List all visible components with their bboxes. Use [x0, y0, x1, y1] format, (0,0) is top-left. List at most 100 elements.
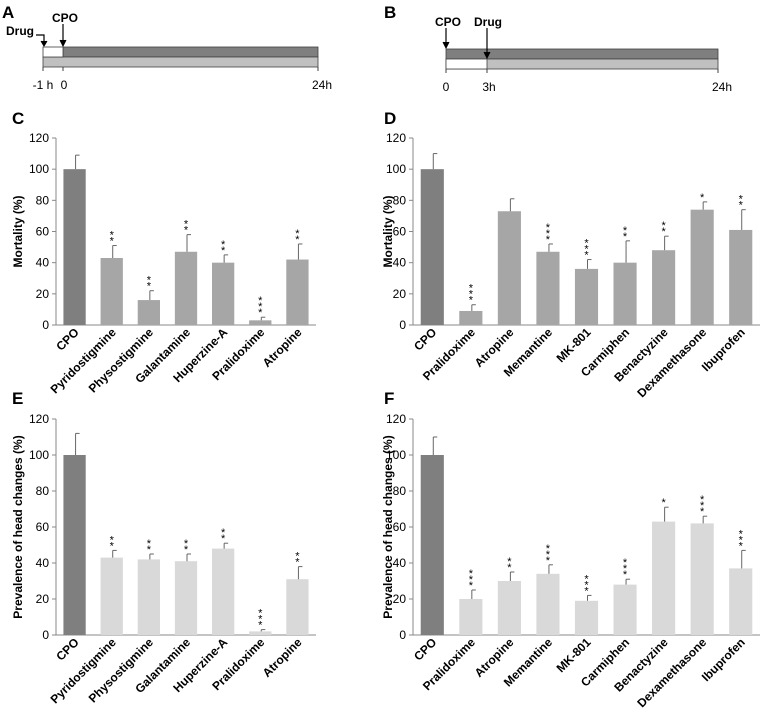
timeline-b-pre-drug-bar [445, 58, 488, 70]
chart-f-significance-star: * [739, 528, 744, 540]
chart-f-ytick-label: 20 [393, 592, 407, 606]
chart-c-category-label: Pyridostigmine [48, 325, 119, 396]
chart-f-bar [574, 600, 599, 635]
timeline-a-label-drug: Drug [6, 24, 34, 38]
chart-f-ytick-label: 0 [399, 628, 406, 642]
chart-f-bar [497, 581, 521, 635]
chart-c-ytick-label: 40 [36, 256, 50, 270]
chart-f-significance-star: * [700, 506, 705, 518]
chart-f-bar [459, 599, 483, 635]
chart-e-ytick-label: 40 [36, 556, 50, 570]
chart-f-ytick-label: 100 [386, 448, 406, 462]
chart-c-significance-star: * [295, 228, 300, 240]
timeline-b-label-drug: Drug [474, 15, 502, 29]
chart-e-category-label: Physostigmine [86, 635, 156, 705]
chart-f-significance-star: * [700, 494, 705, 506]
chart-c-significance-star: * [110, 236, 115, 248]
chart-c-significance-star: * [258, 301, 263, 313]
chart-e-category-label: Pyridostigmine [48, 635, 119, 706]
chart-d-significance-star: * [584, 244, 589, 256]
timeline-b-tick-1: 3h [482, 80, 495, 94]
chart-f-significance-star: * [584, 579, 589, 591]
timeline-b-label-cpo: CPO [435, 15, 461, 29]
chart-d-category-label: Dexamethasone [634, 325, 709, 400]
panel-letter-d: D [384, 109, 396, 128]
chart-c-significance-star: * [110, 230, 115, 242]
chart-f-significance-star: * [661, 497, 666, 509]
chart-e-significance-star: * [147, 538, 152, 550]
chart-e-ytick-label: 100 [29, 448, 49, 462]
chart-e-bar [249, 631, 272, 635]
chart-f-bar [536, 573, 560, 635]
chart-e-significance-star: * [221, 527, 226, 539]
chart-e-ytick-label: 120 [29, 412, 49, 426]
chart-c-significance-star: * [147, 281, 152, 293]
chart-c-ytick-label: 80 [36, 193, 50, 207]
chart-d-significance-star: * [739, 200, 744, 212]
chart-d-ytick-label: 0 [399, 318, 406, 332]
chart-c-category-label: Physostigmine [86, 325, 156, 395]
timeline-a-tick-1: 0 [61, 78, 68, 92]
chart-f-significance-star: * [469, 574, 474, 586]
timeline-a-cpo-bar [62, 46, 319, 58]
chart-d-ytick-label: 40 [393, 256, 407, 270]
chart-e-ytick-label: 20 [36, 592, 50, 606]
chart-c-significance-star: * [184, 219, 189, 231]
chart-f-significance-star: * [546, 555, 551, 567]
chart-f-bar [690, 523, 714, 635]
chart-d-bar [459, 310, 483, 325]
chart-e-significance-star: * [110, 540, 115, 552]
chart-d-bar [652, 250, 676, 325]
chart-e-bar [100, 557, 123, 635]
chart-c-ylabel: Mortality (%) [11, 195, 25, 267]
chart-d-significance-star: * [661, 220, 666, 232]
timeline-a-pre-drug-bar [42, 46, 64, 58]
chart-e-significance-star: * [221, 533, 226, 545]
chart-f-category-label: CPO [411, 635, 439, 663]
chart-d-ytick-label: 60 [393, 225, 407, 239]
chart-c-significance-star: * [221, 245, 226, 257]
chart-c-ytick-label: 0 [42, 318, 49, 332]
chart-f-significance-star: * [623, 569, 628, 581]
chart-c-significance-star: * [184, 225, 189, 237]
chart-e-significance-star: * [184, 544, 189, 556]
chart-e-ytick-label: 80 [36, 484, 50, 498]
chart-e-bar [137, 559, 160, 635]
chart-f-category-label: Dexamethasone [634, 635, 709, 710]
chart-f-bar [652, 521, 676, 635]
chart-d-ytick-label: 80 [393, 193, 407, 207]
chart-d-significance-star: * [739, 194, 744, 206]
chart-e-bar [63, 455, 86, 635]
chart-f-bar [729, 568, 753, 635]
chart-d-significance-star: * [546, 234, 551, 246]
chart-d-ytick-label: 100 [386, 162, 406, 176]
chart-c-significance-star: * [258, 307, 263, 319]
chart-e-significance-star: * [184, 538, 189, 550]
chart-d-bar [613, 262, 637, 325]
chart-e-significance-star: * [295, 557, 300, 569]
chart-d-category-label: CPO [411, 325, 439, 353]
chart-d-bar [690, 209, 714, 325]
chart-d-ylabel: Mortality (%) [381, 195, 395, 267]
chart-c-ytick-label: 120 [29, 131, 49, 145]
chart-d-bar [729, 229, 753, 325]
chart-e-significance-star: * [258, 608, 263, 620]
timeline-a: Drug CPO -1 h 0 24h [6, 11, 332, 92]
chart-e-category-label: Atropine [260, 635, 305, 680]
chart-f-bar [420, 455, 444, 635]
chart-c-significance-star: * [295, 234, 300, 246]
chart-d-bar [497, 211, 521, 325]
chart-e-significance-star: * [258, 620, 263, 632]
chart-c-bar [100, 257, 123, 325]
chart-f-significance-star: * [623, 563, 628, 575]
chart-c-bar [286, 259, 309, 325]
timeline-a-tick-0: -1 h [33, 78, 54, 92]
timeline-a-label-cpo: CPO [52, 11, 78, 25]
chart-d-significance-star: * [546, 228, 551, 240]
chart-e-significance-star: * [110, 534, 115, 546]
chart-e-ytick-label: 0 [42, 628, 49, 642]
chart-c-significance-star: * [258, 295, 263, 307]
timeline-a-drug-bar [42, 56, 319, 68]
chart-d-significance-star: * [700, 192, 705, 204]
